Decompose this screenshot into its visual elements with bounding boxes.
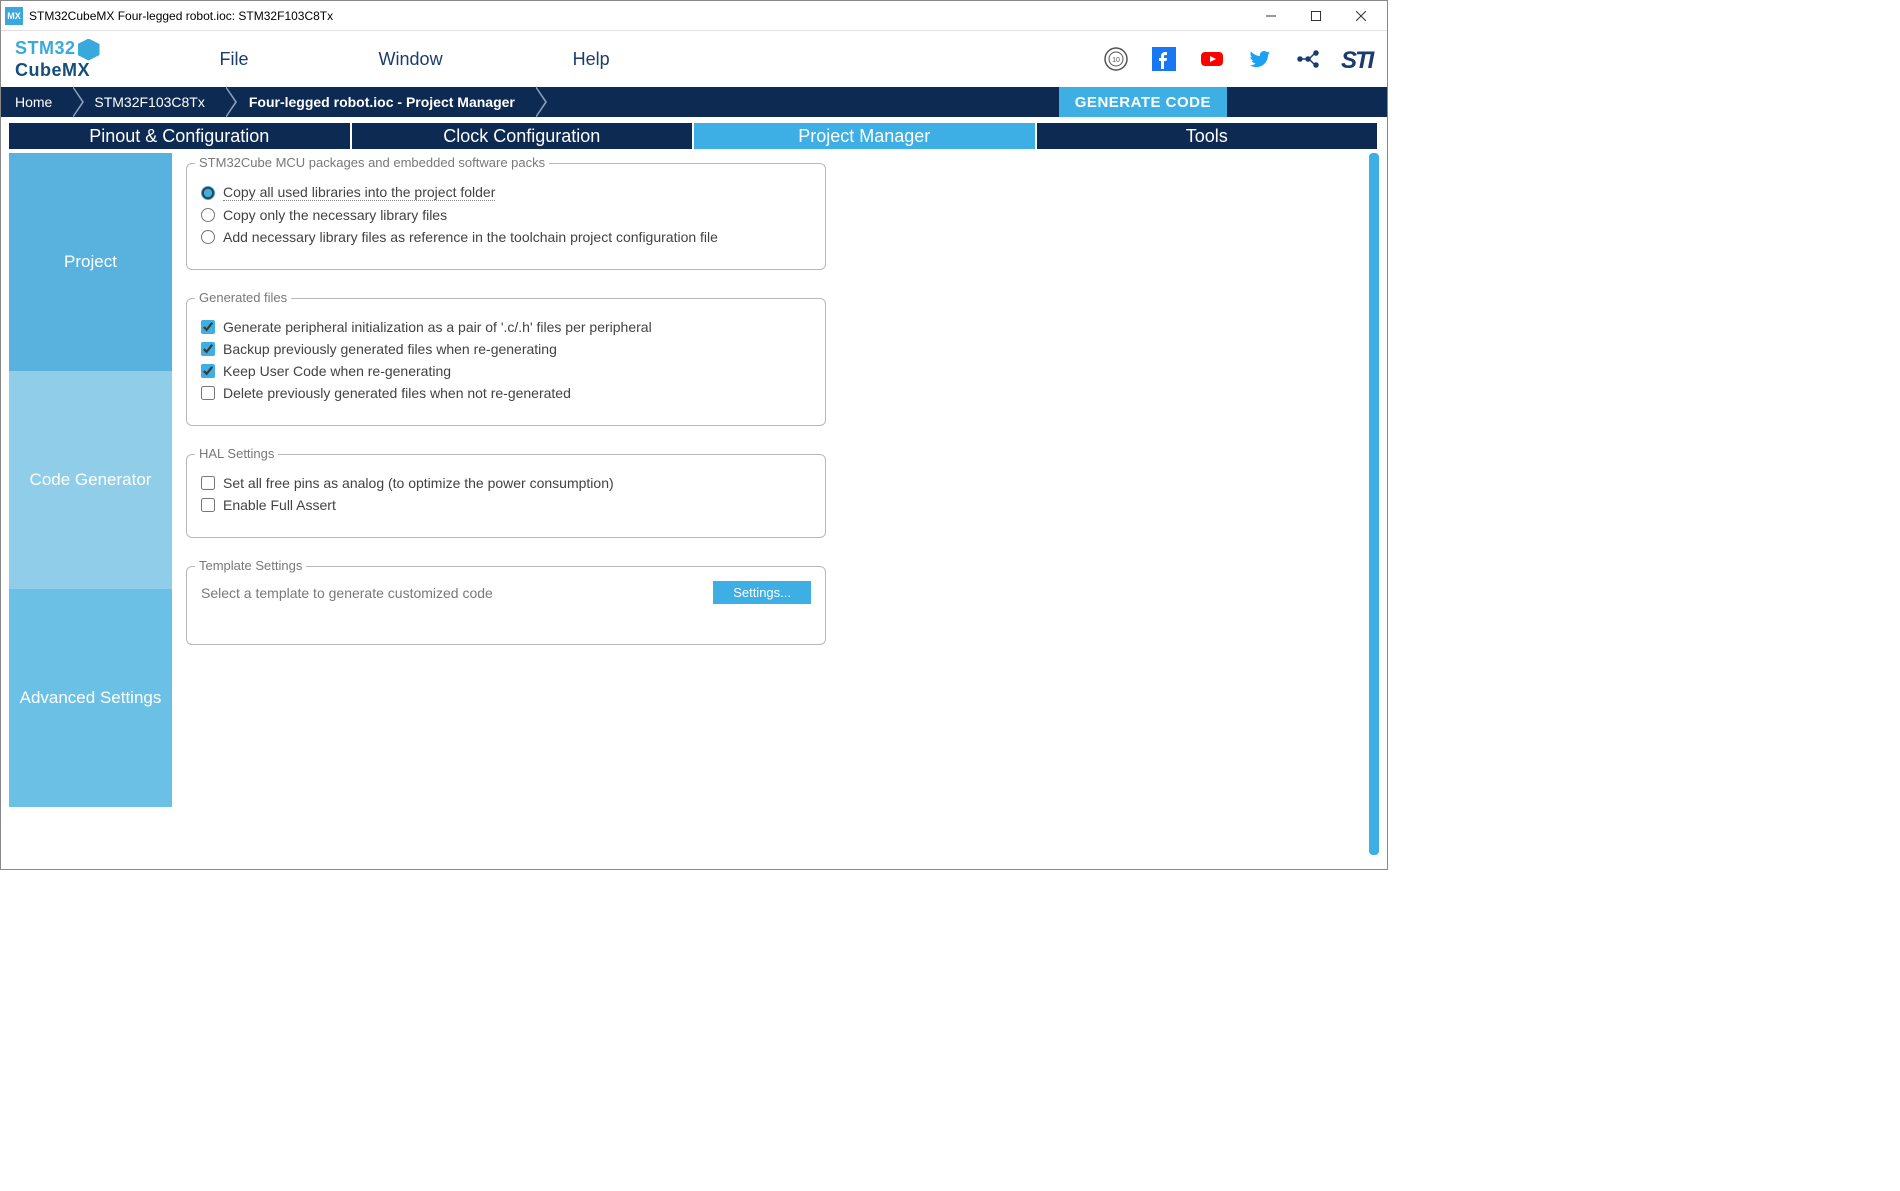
tab-tools[interactable]: Tools <box>1037 123 1378 149</box>
template-text: Select a template to generate customized… <box>201 585 713 601</box>
check-free-pins-analog-input[interactable] <box>201 476 215 490</box>
cube-icon <box>78 39 100 61</box>
breadcrumb-home[interactable]: Home <box>1 87 72 117</box>
radio-copy-all-libs-input[interactable] <box>201 186 215 200</box>
app-icon: MX <box>5 7 23 25</box>
check-free-pins-analog-label: Set all free pins as analog (to optimize… <box>223 475 614 491</box>
template-settings-button[interactable]: Settings... <box>713 581 811 604</box>
app-logo: STM32 CubeMX <box>15 39 100 80</box>
sidebar-item-advanced-settings[interactable]: Advanced Settings <box>9 589 172 807</box>
breadcrumb-current[interactable]: Four-legged robot.ioc - Project Manager <box>225 87 535 117</box>
content-panel: STM32Cube MCU packages and embedded soft… <box>172 153 1365 855</box>
group-mcu-packages: STM32Cube MCU packages and embedded soft… <box>186 163 826 270</box>
radio-add-as-reference[interactable]: Add necessary library files as reference… <box>201 229 811 245</box>
group-template-settings: Template Settings Select a template to g… <box>186 566 826 645</box>
check-full-assert-input[interactable] <box>201 498 215 512</box>
breadcrumb-bar: Home STM32F103C8Tx Four-legged robot.ioc… <box>1 87 1387 117</box>
tab-clock[interactable]: Clock Configuration <box>352 123 693 149</box>
group-hal-settings: HAL Settings Set all free pins as analog… <box>186 454 826 538</box>
main-tabs: Pinout & Configuration Clock Configurati… <box>1 117 1387 149</box>
group-generated-files: Generated files Generate peripheral init… <box>186 298 826 426</box>
window-controls <box>1248 2 1383 30</box>
sidebar-item-project[interactable]: Project <box>9 153 172 371</box>
check-keep-user-code-label: Keep User Code when re-generating <box>223 363 451 379</box>
radio-add-as-reference-label: Add necessary library files as reference… <box>223 229 718 245</box>
check-peripheral-pair[interactable]: Generate peripheral initialization as a … <box>201 319 811 335</box>
sidebar-item-code-generator[interactable]: Code Generator <box>9 371 172 589</box>
check-keep-user-code-input[interactable] <box>201 364 215 378</box>
main-area: Project Code Generator Advanced Settings… <box>1 149 1387 863</box>
check-delete-prev-files[interactable]: Delete previously generated files when n… <box>201 385 811 401</box>
twitter-icon[interactable] <box>1245 47 1275 71</box>
tab-project-manager[interactable]: Project Manager <box>694 123 1035 149</box>
radio-copy-necessary-label: Copy only the necessary library files <box>223 207 447 223</box>
radio-copy-necessary-input[interactable] <box>201 208 215 222</box>
radio-copy-all-libs[interactable]: Copy all used libraries into the project… <box>201 184 811 201</box>
maximize-button[interactable] <box>1293 2 1338 30</box>
menu-file[interactable]: File <box>220 49 249 70</box>
youtube-icon[interactable] <box>1197 47 1227 71</box>
check-backup-files[interactable]: Backup previously generated files when r… <box>201 341 811 357</box>
check-full-assert-label: Enable Full Assert <box>223 497 336 513</box>
top-menu: File Window Help <box>220 49 1101 70</box>
check-backup-files-label: Backup previously generated files when r… <box>223 341 557 357</box>
project-manager-sidebar: Project Code Generator Advanced Settings <box>9 153 172 855</box>
facebook-icon[interactable] <box>1149 47 1179 71</box>
radio-copy-all-libs-label: Copy all used libraries into the project… <box>223 184 495 201</box>
check-delete-prev-files-input[interactable] <box>201 386 215 400</box>
tab-pinout[interactable]: Pinout & Configuration <box>9 123 350 149</box>
check-keep-user-code[interactable]: Keep User Code when re-generating <box>201 363 811 379</box>
top-row: STM32 CubeMX File Window Help 10 STI <box>1 31 1387 87</box>
legend-generated-files: Generated files <box>195 290 291 305</box>
network-icon[interactable] <box>1293 47 1323 71</box>
logo-line2: CubeMX <box>15 60 90 80</box>
svg-text:10: 10 <box>1112 57 1120 64</box>
check-full-assert[interactable]: Enable Full Assert <box>201 497 811 513</box>
breadcrumb-chip[interactable]: STM32F103C8Tx <box>72 87 224 117</box>
generate-code-button[interactable]: GENERATE CODE <box>1059 87 1227 117</box>
radio-add-as-reference-input[interactable] <box>201 230 215 244</box>
minimize-button[interactable] <box>1248 2 1293 30</box>
window-titlebar: MX STM32CubeMX Four-legged robot.ioc: ST… <box>1 1 1387 31</box>
close-button[interactable] <box>1338 2 1383 30</box>
check-delete-prev-files-label: Delete previously generated files when n… <box>223 385 571 401</box>
badge-icon[interactable]: 10 <box>1101 47 1131 71</box>
legend-template-settings: Template Settings <box>195 558 306 573</box>
window-title: STM32CubeMX Four-legged robot.ioc: STM32… <box>29 9 1248 23</box>
vertical-scrollbar[interactable] <box>1369 153 1379 855</box>
check-backup-files-input[interactable] <box>201 342 215 356</box>
social-icons: 10 STI <box>1101 47 1371 71</box>
check-free-pins-analog[interactable]: Set all free pins as analog (to optimize… <box>201 475 811 491</box>
menu-window[interactable]: Window <box>379 49 443 70</box>
legend-mcu-packages: STM32Cube MCU packages and embedded soft… <box>195 155 549 170</box>
radio-copy-necessary[interactable]: Copy only the necessary library files <box>201 207 811 223</box>
logo-line1: STM32 <box>15 38 76 58</box>
menu-help[interactable]: Help <box>573 49 610 70</box>
legend-hal-settings: HAL Settings <box>195 446 278 461</box>
st-logo[interactable]: STI <box>1341 47 1371 71</box>
check-peripheral-pair-label: Generate peripheral initialization as a … <box>223 319 652 335</box>
check-peripheral-pair-input[interactable] <box>201 320 215 334</box>
